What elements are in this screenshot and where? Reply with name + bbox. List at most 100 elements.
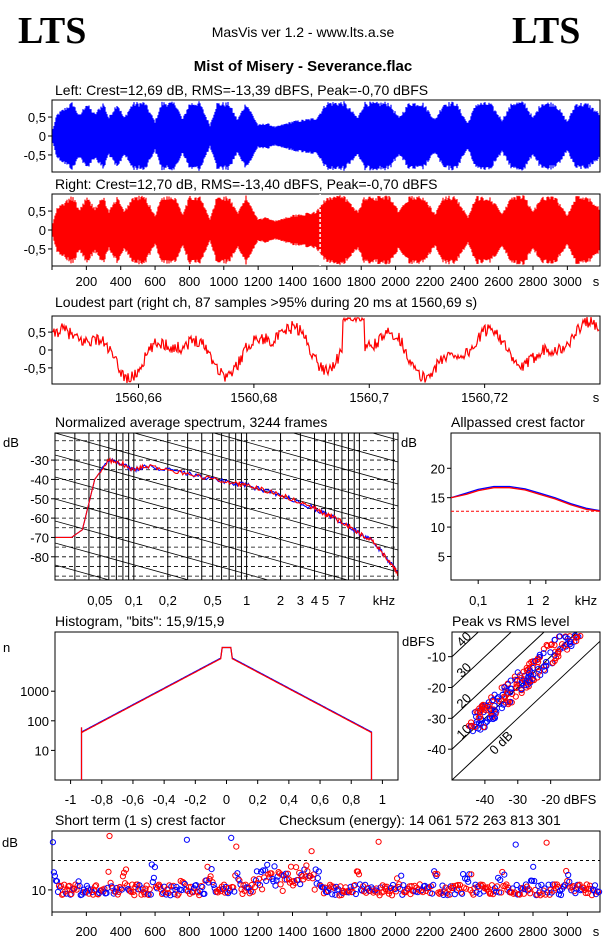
peak-rms-point bbox=[556, 633, 563, 640]
peak-rms-point bbox=[559, 641, 566, 648]
spectrum-ytick-70-label: -70 bbox=[30, 530, 49, 545]
peak-rms-point bbox=[529, 677, 536, 684]
peak-rms-point bbox=[552, 654, 560, 662]
spectrum-slope-line bbox=[55, 520, 270, 580]
short-term-point bbox=[120, 869, 128, 876]
spectrum-slope-line bbox=[132, 433, 398, 507]
short-term-point bbox=[454, 881, 461, 889]
peak-rms-point bbox=[501, 694, 509, 701]
right-waveform-ytick-2-label: -0,5 bbox=[24, 242, 46, 257]
short-term-point bbox=[565, 871, 572, 879]
left-waveform-ytick-2-label: -0,5 bbox=[24, 148, 46, 163]
short-term-point bbox=[141, 891, 148, 898]
peak-rms-xunit: dBFS bbox=[564, 792, 597, 807]
allpassed-ytick-5-label: 5 bbox=[438, 549, 445, 564]
spectrum-xlabel-4: 1 bbox=[243, 593, 250, 608]
short-term-point bbox=[516, 891, 523, 898]
left-waveform-ytick-1-label: 0 bbox=[39, 129, 46, 144]
short-term-point bbox=[272, 882, 279, 889]
short-term-point bbox=[327, 881, 334, 888]
short-term-point bbox=[180, 879, 187, 887]
short-term-point bbox=[312, 866, 319, 873]
logo-right: LTS bbox=[512, 10, 581, 52]
spectrum-slope-line bbox=[55, 653, 398, 748]
allpassed-ylabel: dB bbox=[401, 435, 417, 450]
peak-rms-diagonal-label-1: 30 bbox=[453, 660, 474, 681]
peak-rms-point bbox=[537, 672, 544, 679]
waveform-time-axis-label-2800: 2800 bbox=[519, 274, 548, 289]
loudest-xlabel-2: 1560,7 bbox=[349, 390, 389, 405]
short-term-point bbox=[181, 880, 188, 888]
spectrum-ytick-80-label: -80 bbox=[30, 550, 49, 565]
short-term-point bbox=[535, 882, 542, 890]
waveform-time-axis-label-2600: 2600 bbox=[484, 274, 513, 289]
spectrum-slope-line bbox=[55, 323, 398, 418]
short-term-xlabel-1800: 1800 bbox=[347, 924, 376, 939]
waveform-time-axis-label-800: 800 bbox=[179, 274, 201, 289]
left-waveform-signal bbox=[52, 101, 600, 171]
short-term-point bbox=[279, 887, 286, 895]
peak-rms-point bbox=[521, 672, 528, 679]
histogram-xlabel-6: 0,2 bbox=[249, 792, 267, 807]
short-term-point bbox=[201, 890, 208, 897]
short-term-xlabel-2400: 2400 bbox=[450, 924, 479, 939]
short-term-point bbox=[397, 885, 404, 892]
peak-rms-point bbox=[544, 643, 551, 650]
short-term-point bbox=[543, 839, 550, 846]
histogram-xlabel-4: -0,2 bbox=[184, 792, 206, 807]
short-term-point bbox=[468, 871, 475, 878]
spectrum-slope-line bbox=[55, 631, 398, 726]
short-term-point bbox=[311, 886, 318, 893]
short-term-point bbox=[329, 891, 336, 898]
histogram-xlabel-3: -0,4 bbox=[153, 792, 175, 807]
short-term-point bbox=[262, 867, 269, 874]
peak-rms-xlabel-40: -40 bbox=[475, 792, 494, 807]
short-term-point bbox=[430, 881, 437, 889]
short-term-point bbox=[319, 884, 326, 891]
short-term-point bbox=[299, 873, 306, 880]
peak-rms-point bbox=[473, 713, 480, 720]
peak-rms-point bbox=[551, 642, 558, 649]
short-term-point bbox=[73, 886, 80, 893]
short-term-xlabel-2600: 2600 bbox=[484, 924, 513, 939]
waveform-time-axis-unit: s bbox=[593, 274, 600, 289]
short-term-crest-plot: dB 10 200 400 600 800 1000 1200 1400 1600 1800 2000… bbox=[2, 830, 603, 939]
short-term-point bbox=[260, 867, 267, 874]
short-term-point bbox=[527, 890, 534, 897]
short-term-point bbox=[100, 888, 107, 895]
short-term-xlabel-2000: 2000 bbox=[381, 924, 410, 939]
peak-rms-point bbox=[518, 674, 525, 681]
spectrum-slope-line bbox=[55, 454, 398, 551]
peak-rms-point bbox=[543, 658, 550, 666]
short-term-point bbox=[150, 874, 157, 881]
short-term-point bbox=[303, 862, 310, 869]
right-waveform-signal bbox=[52, 195, 600, 265]
short-term-xlabel-1600: 1600 bbox=[312, 924, 341, 939]
histogram-ylabel: n bbox=[3, 640, 10, 655]
short-term-point bbox=[178, 886, 185, 894]
short-term-point bbox=[314, 875, 321, 882]
spectrum-series-1 bbox=[54, 457, 399, 576]
loudest-part-title: Loudest part (right ch, 87 samples >95% … bbox=[55, 294, 478, 310]
right-waveform-ytick-0-label: 0,5 bbox=[28, 204, 46, 219]
short-term-point bbox=[287, 863, 295, 870]
peak-rms-point bbox=[485, 703, 492, 710]
spectrum-ytick-30-label: -30 bbox=[30, 453, 49, 468]
short-term-point bbox=[236, 877, 243, 884]
histogram-xlabel-5: 0 bbox=[223, 792, 230, 807]
short-term-point bbox=[226, 884, 233, 892]
short-term-xlabel-200: 200 bbox=[76, 924, 98, 939]
spectrum-slope-line bbox=[55, 498, 349, 580]
allpassed-ytick-15-label: 15 bbox=[431, 491, 445, 506]
short-term-point bbox=[538, 881, 545, 889]
peak-rms-point bbox=[486, 715, 493, 723]
short-term-point bbox=[117, 885, 125, 892]
short-term-point bbox=[388, 892, 396, 899]
waveform-time-axis-label-1000: 1000 bbox=[209, 274, 238, 289]
short-term-point bbox=[51, 872, 59, 880]
peak-rms-point bbox=[549, 659, 557, 666]
short-term-point bbox=[273, 877, 280, 884]
peak-rms-point bbox=[540, 650, 547, 657]
peak-rms-point bbox=[505, 699, 512, 706]
peak-rms-point bbox=[525, 677, 532, 684]
